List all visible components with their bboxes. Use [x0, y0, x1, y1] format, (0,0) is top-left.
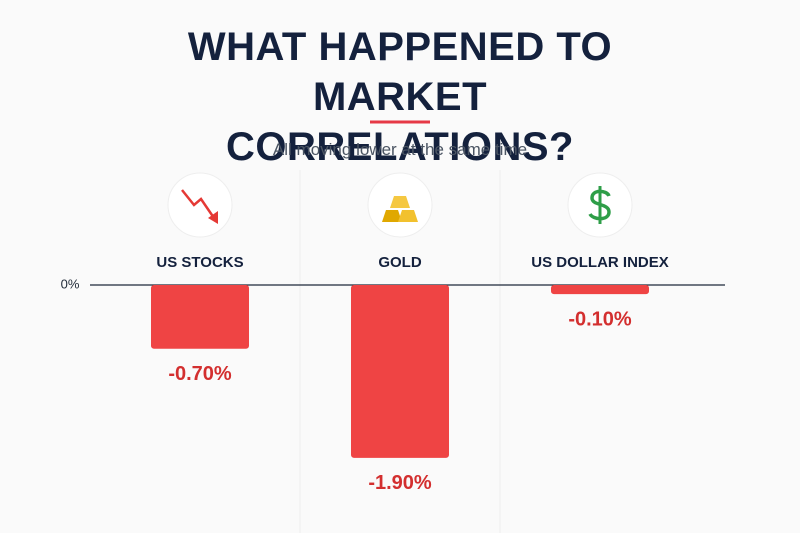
dollar-icon [567, 172, 633, 238]
gold-icon [367, 172, 433, 238]
chart-title: WHAT HAPPENED TO MARKET CORRELATIONS? [187, 25, 613, 169]
value-label: -1.90% [368, 472, 432, 494]
y-tick-label: 0% [61, 276, 80, 291]
category-label: US STOCKS [156, 254, 243, 271]
category-label: GOLD [378, 254, 421, 271]
category-label: US DOLLAR INDEX [531, 254, 669, 271]
bar [351, 285, 449, 458]
value-label: -0.70% [168, 363, 232, 385]
stocks-icon [167, 172, 233, 238]
chart-subtitle: All moving lower at the same time [272, 140, 528, 159]
value-label: -0.10% [568, 308, 632, 330]
bar [551, 285, 649, 295]
bar [151, 285, 249, 349]
